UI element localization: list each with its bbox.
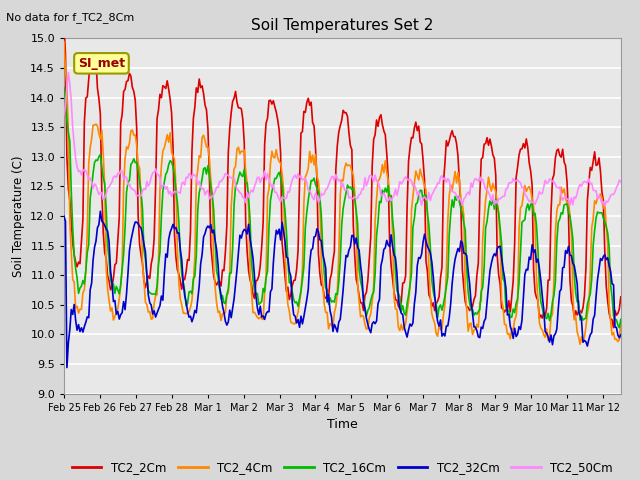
- Text: No data for f_TC2_8Cm: No data for f_TC2_8Cm: [6, 12, 134, 23]
- X-axis label: Time: Time: [327, 418, 358, 431]
- Title: Soil Temperatures Set 2: Soil Temperatures Set 2: [252, 18, 433, 33]
- Y-axis label: Soil Temperature (C): Soil Temperature (C): [12, 155, 25, 277]
- Text: SI_met: SI_met: [78, 57, 125, 70]
- Legend: TC2_2Cm, TC2_4Cm, TC2_16Cm, TC2_32Cm, TC2_50Cm: TC2_2Cm, TC2_4Cm, TC2_16Cm, TC2_32Cm, TC…: [67, 456, 618, 479]
